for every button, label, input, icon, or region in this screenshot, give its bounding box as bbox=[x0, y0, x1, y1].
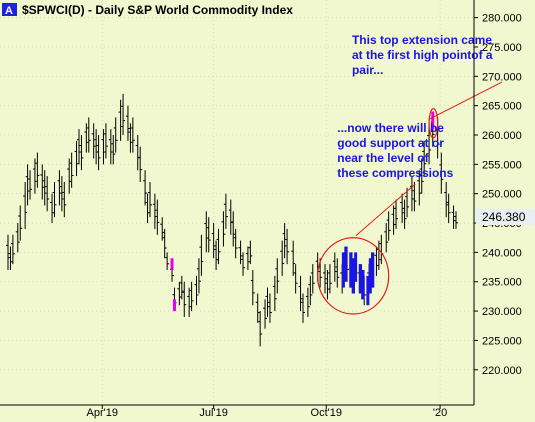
price-tick-label: 230.000 bbox=[482, 306, 522, 318]
price-tick-label: 280.000 bbox=[482, 13, 522, 25]
price-tick-label: 275.000 bbox=[482, 42, 522, 54]
highlight-ellipse bbox=[428, 107, 439, 139]
price-tick-label: 250.000 bbox=[482, 189, 522, 201]
chart-header: A $SPWCI(D) - Daily S&P World Commodity … bbox=[2, 3, 293, 17]
last-price-tag: 246.380 bbox=[476, 209, 535, 225]
annotation-line: at the first high pointof a bbox=[352, 48, 493, 62]
price-tick-label: 265.000 bbox=[482, 101, 522, 113]
price-tick-label: 270.000 bbox=[482, 71, 522, 83]
price-tick-label: 220.000 bbox=[482, 365, 522, 377]
chart-title: $SPWCI(D) - Daily S&P World Commodity In… bbox=[22, 3, 293, 17]
annotation-arrow bbox=[355, 183, 416, 237]
date-tick-label: Oct'19 bbox=[311, 407, 342, 419]
price-tick-label: 260.000 bbox=[482, 130, 522, 142]
price-tick-label: 240.000 bbox=[482, 247, 522, 259]
symbol-badge[interactable] bbox=[2, 3, 17, 16]
annotation-line: near the level of bbox=[337, 151, 429, 165]
annotation-line: good support at or bbox=[337, 136, 444, 150]
last-price-value: 246.380 bbox=[482, 210, 526, 224]
date-tick-label: '20 bbox=[433, 407, 447, 419]
price-tick-label: 255.000 bbox=[482, 159, 522, 171]
date-tick-label: Apr'19 bbox=[87, 407, 118, 419]
price-axis: 220.000225.000230.000235.000240.000245.0… bbox=[474, 13, 522, 377]
symbol-badge-label: A bbox=[5, 5, 13, 17]
highlight-ellipse bbox=[317, 237, 390, 315]
annotation-line: ...now there will be bbox=[337, 121, 444, 135]
annotation-line: these compressions bbox=[337, 166, 453, 180]
annotation-text: ...now there will be good support at or ne… bbox=[337, 121, 453, 180]
annotation-text: This top extension came at the first high… bbox=[352, 33, 493, 77]
annotation-line: pair... bbox=[352, 63, 383, 77]
last-price-tag-box bbox=[476, 209, 535, 225]
annotation-line: This top extension came bbox=[352, 33, 492, 47]
price-tick-label: 225.000 bbox=[482, 335, 522, 347]
date-tick-label: Jul'19 bbox=[199, 407, 227, 419]
annotation-layer: This top extension came at the first high… bbox=[317, 33, 503, 315]
price-tick-label: 235.000 bbox=[482, 277, 522, 289]
date-axis: Apr'19 Jul'19 Oct'19 '20 bbox=[87, 405, 447, 419]
price-bars bbox=[6, 93, 458, 347]
annotation-arrow bbox=[428, 81, 503, 120]
